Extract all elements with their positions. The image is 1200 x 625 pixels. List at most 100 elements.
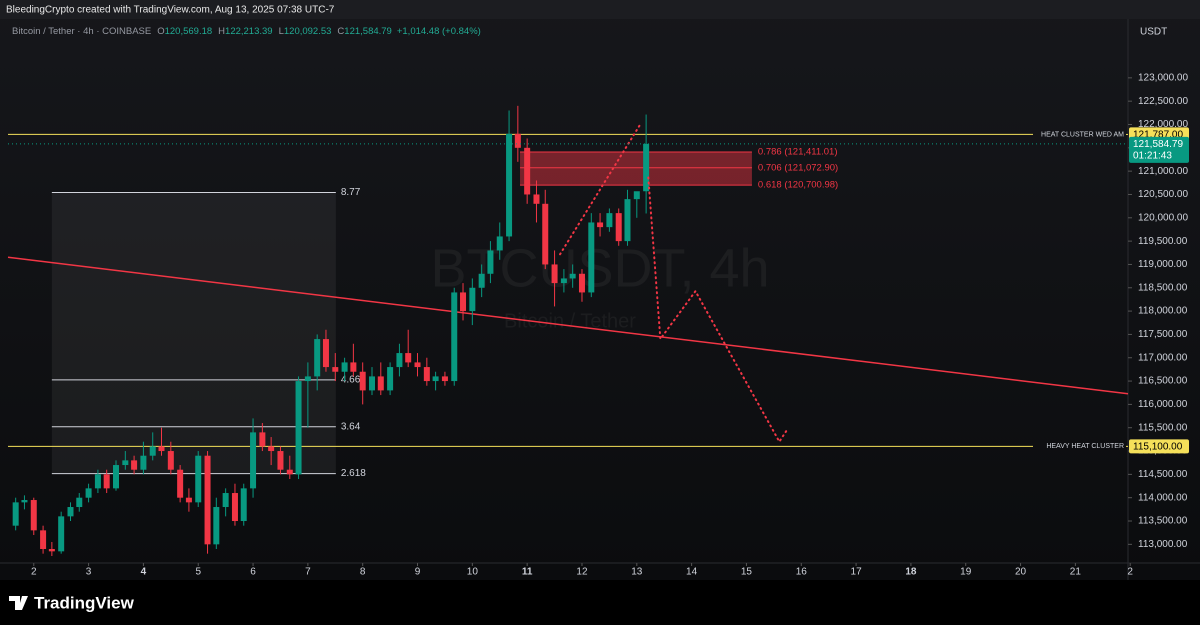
fib-label: 3.64	[341, 421, 361, 432]
candle-body	[514, 133, 521, 148]
candle-body	[597, 222, 604, 228]
candle-body	[441, 376, 448, 382]
candle-body	[250, 432, 257, 489]
candle-body	[578, 273, 585, 293]
candle-body	[359, 371, 366, 391]
fib-label: 8.77	[341, 187, 361, 198]
candle-body	[606, 213, 613, 228]
x-tick-label: 21	[1070, 567, 1082, 578]
candle-body	[633, 191, 640, 200]
candle-body	[322, 339, 329, 368]
candle-body	[67, 507, 74, 517]
candle-body	[222, 493, 229, 508]
level-price: 121,787.00	[1133, 130, 1183, 141]
candle-body	[149, 446, 156, 456]
candle-body	[396, 353, 403, 368]
symbol: Bitcoin / Tether · 4h · COINBASE	[12, 26, 151, 37]
candle-body	[533, 194, 540, 204]
candle-body	[259, 432, 266, 447]
current-price-bg	[1129, 136, 1189, 163]
candle-body	[524, 147, 531, 195]
candle-body	[195, 455, 202, 503]
level-name: HEAVY HEAT CLUSTER	[1046, 443, 1124, 450]
candle-body	[76, 497, 83, 508]
candle-body	[94, 474, 101, 489]
y-tick-label: 119,000.00	[1138, 259, 1188, 270]
fib-box	[51, 192, 336, 474]
candle-body	[560, 278, 567, 284]
legend-key: L	[279, 26, 284, 37]
y-tick-label: 114,500.00	[1138, 469, 1188, 480]
fib-label: 4.669	[341, 374, 366, 385]
x-tick-label: 7	[305, 567, 311, 578]
candle-body	[496, 236, 503, 251]
candle-body	[48, 549, 55, 552]
x-tick-label: 20	[1015, 567, 1027, 578]
legend-value: 121,584.79	[344, 26, 392, 37]
y-tick-label: 116,000.00	[1138, 399, 1188, 410]
candle-body	[615, 213, 622, 242]
candle-body	[231, 493, 238, 522]
candle-body	[377, 376, 384, 391]
y-tick-label: 113,000.00	[1138, 539, 1188, 550]
candle-body	[103, 474, 110, 489]
zone-label: 0.786 (121,411.01)	[758, 146, 838, 157]
candle-body	[551, 264, 558, 284]
watermark-sub: Bitcoin / Tether	[504, 310, 636, 332]
candle-body	[569, 273, 576, 279]
candle-body	[30, 500, 37, 531]
header-bar	[0, 0, 1200, 19]
currency: USDT	[1140, 27, 1167, 38]
y-tick-label: 117,000.00	[1138, 352, 1188, 363]
trendline	[7, 256, 1129, 395]
legend-key: H	[218, 26, 225, 37]
projection	[559, 123, 642, 256]
candle-body	[112, 465, 119, 489]
candle-body	[58, 516, 65, 552]
candle-body	[131, 460, 138, 470]
candle-body	[624, 199, 631, 242]
candle-body	[12, 502, 19, 526]
legend-value: 120,569.18	[165, 26, 213, 37]
legend-value: 122,213.39	[225, 26, 273, 37]
countdown: 01:21:43	[1133, 151, 1172, 162]
x-tick-label: 14	[686, 567, 698, 578]
candle-body	[487, 250, 494, 274]
footer-bar	[0, 580, 1200, 625]
zone-label: 0.706 (121,072.90)	[758, 162, 838, 173]
y-tick-label: 119,500.00	[1138, 236, 1188, 247]
candle-body	[21, 500, 28, 503]
x-tick-label: 18	[905, 567, 917, 578]
x-tick-label: 13	[631, 567, 643, 578]
candle-body	[451, 292, 458, 382]
legend: Bitcoin / Tether · 4h · COINBASE O120,569…	[12, 26, 481, 37]
x-tick-label: 2	[1127, 567, 1133, 578]
projection	[647, 176, 788, 444]
x-tick-label: 3	[86, 567, 92, 578]
x-tick-label: 5	[195, 567, 201, 578]
candle-body	[140, 455, 147, 470]
candle-body	[387, 367, 394, 391]
candle-body	[122, 460, 129, 466]
y-tick-label: 118,500.00	[1138, 282, 1188, 293]
candle-body	[158, 446, 165, 452]
candle-body	[350, 362, 357, 372]
x-tick-label: 4	[141, 567, 147, 578]
legend-value: 120,092.53	[284, 26, 332, 37]
y-tick-label: 117,500.00	[1138, 329, 1188, 340]
candle-body	[542, 203, 549, 265]
x-tick-label: 19	[960, 567, 972, 578]
candle-body	[213, 507, 220, 545]
candle-body	[85, 488, 92, 498]
candle-body	[314, 339, 321, 377]
y-tick-label: 121,000.00	[1138, 166, 1188, 177]
y-tick-label: 114,000.00	[1138, 492, 1188, 503]
x-tick-label: 2	[31, 567, 37, 578]
x-tick-label: 6	[250, 567, 256, 578]
x-tick-label: 10	[467, 567, 479, 578]
legend-key: C	[337, 26, 344, 37]
candle-body	[185, 497, 192, 503]
y-tick-label: 122,500.00	[1138, 96, 1188, 107]
candle-body	[369, 376, 376, 391]
x-tick-label: 9	[415, 567, 421, 578]
